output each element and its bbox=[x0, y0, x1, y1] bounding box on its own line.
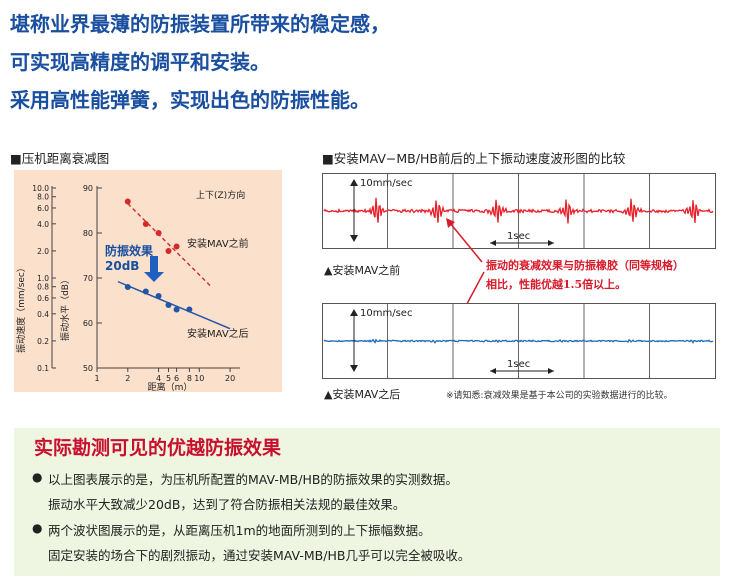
x-tick-label: 2 bbox=[125, 374, 130, 383]
velocity-tick-label: 0.4 bbox=[37, 310, 49, 319]
right-section-title: ■安装MAV−MB/HB前后的上下振动速度波形图的比较 bbox=[322, 151, 626, 166]
db-tick-label: 80 bbox=[83, 229, 93, 238]
waveform-trace bbox=[323, 197, 714, 224]
waveform-after: 10mm/sec 1sec bbox=[322, 303, 716, 379]
data-point bbox=[165, 302, 172, 308]
waveform-after-time: 1sec bbox=[507, 359, 530, 370]
effect-arrow-icon bbox=[144, 256, 164, 282]
left-section-title: ■压机距离衰减图 bbox=[10, 151, 110, 166]
waveform-before-scale: 10mm/sec bbox=[360, 178, 412, 189]
data-point bbox=[173, 306, 180, 313]
ylabel-left: 振动速度（mm/sec） bbox=[15, 263, 27, 353]
effect-annotation-title: 防振效果 bbox=[105, 243, 153, 258]
series-after-label: 安装MAV之后 bbox=[187, 327, 249, 340]
data-point bbox=[142, 221, 149, 227]
headline-line-1: 堪称业界最薄的防振装置所带来的稳定感， bbox=[10, 12, 390, 36]
velocity-tick-label: 10.0 bbox=[32, 184, 49, 193]
amplitude-arrow-icon bbox=[350, 309, 358, 372]
bullet-dot-icon: ● bbox=[32, 521, 43, 535]
waveform-after-scale: 10mm/sec bbox=[360, 308, 412, 319]
bullet-dot-icon: ● bbox=[32, 470, 43, 484]
x-tick-label: 6 bbox=[174, 374, 179, 383]
velocity-tick-label: 6.0 bbox=[37, 204, 49, 213]
waveform-before: 10mm/sec 1sec bbox=[322, 173, 716, 249]
ylabel-right: 振动水平（dB） bbox=[59, 275, 71, 341]
fit-line bbox=[117, 280, 231, 330]
data-point bbox=[173, 243, 180, 250]
velocity-tick-label: 0.2 bbox=[37, 337, 49, 346]
attenuation-chart: 振动速度（mm/sec） 振动水平（dB） 距离（m） 上下(Z)方向 安装MA… bbox=[15, 184, 249, 393]
panel-title: 实际勘测可见的优越防振效果 bbox=[34, 437, 282, 459]
velocity-tick-label: 0.8 bbox=[37, 283, 49, 292]
velocity-tick-label: 0.6 bbox=[37, 294, 49, 303]
velocity-tick-label: 2.0 bbox=[37, 247, 49, 256]
amplitude-arrow-icon bbox=[350, 179, 358, 242]
data-point bbox=[186, 306, 193, 313]
data-point bbox=[155, 293, 162, 299]
fit-line bbox=[127, 203, 212, 287]
x-tick-label: 4 bbox=[156, 374, 161, 383]
db-tick-label: 70 bbox=[83, 274, 93, 283]
bullet-1-line-1: 以上图表展示的是，为压机所配置的MAV-MB/HB的防振效果的实测数据。 bbox=[48, 472, 458, 487]
waveform-trace bbox=[323, 338, 714, 344]
series-before-label: 安装MAV之前 bbox=[187, 237, 249, 250]
data-point bbox=[155, 230, 162, 236]
effect-annotation-value: 20dB bbox=[105, 259, 139, 273]
direction-label: 上下(Z)方向 bbox=[196, 189, 245, 201]
velocity-tick-label: 0.1 bbox=[37, 364, 49, 373]
data-point bbox=[124, 284, 131, 290]
attenuation-chart-bg bbox=[14, 170, 282, 392]
data-point bbox=[142, 288, 149, 295]
headline-line-3: 采用高性能弹簧，实现出色的防振性能。 bbox=[10, 88, 370, 112]
waveform-before-time: 1sec bbox=[507, 231, 530, 242]
headline-line-2: 可实现高精度的调平和安装。 bbox=[10, 50, 270, 74]
velocity-tick-label: 8.0 bbox=[37, 193, 49, 202]
data-point bbox=[124, 198, 131, 205]
bullet-1-line-2: 振动水平大致减少20dB，达到了符合防振相关法规的最佳效果。 bbox=[48, 497, 406, 512]
x-tick-label: 5 bbox=[166, 374, 171, 383]
footnote: ※请知悉:衰减效果是基于本公司的实验数据进行的比较。 bbox=[446, 391, 673, 401]
db-tick-label: 60 bbox=[83, 319, 93, 328]
velocity-tick-label: 4.0 bbox=[37, 220, 49, 229]
x-tick-label: 8 bbox=[187, 374, 192, 383]
waveform-after-caption: ▲安装MAV之后 bbox=[324, 388, 401, 401]
bullet-2-line-1: 两个波状图展示的是，从距离压机1m的地面所测到的上下振幅数据。 bbox=[48, 523, 431, 538]
db-tick-label: 50 bbox=[83, 364, 93, 373]
xlabel: 距离（m） bbox=[148, 381, 193, 393]
red-note-line-1: 振动的衰减效果与防振橡胶（同等规格） bbox=[486, 259, 684, 272]
waveform-before-caption: ▲安装MAV之前 bbox=[324, 264, 401, 277]
red-note-line-2: 相比，性能优越1.5倍以上。 bbox=[486, 278, 627, 291]
x-tick-label: 1 bbox=[94, 374, 99, 383]
db-tick-label: 90 bbox=[83, 184, 93, 193]
data-point bbox=[165, 248, 172, 254]
velocity-tick-label: 1.0 bbox=[37, 274, 49, 283]
x-tick-label: 20 bbox=[225, 374, 235, 383]
bullet-2-line-2: 固定安装的场合下的剧烈振动，通过安装MAV-MB/HB几乎可以完全被吸收。 bbox=[48, 548, 471, 563]
effect-panel bbox=[14, 428, 720, 576]
x-tick-label: 10 bbox=[194, 374, 204, 383]
